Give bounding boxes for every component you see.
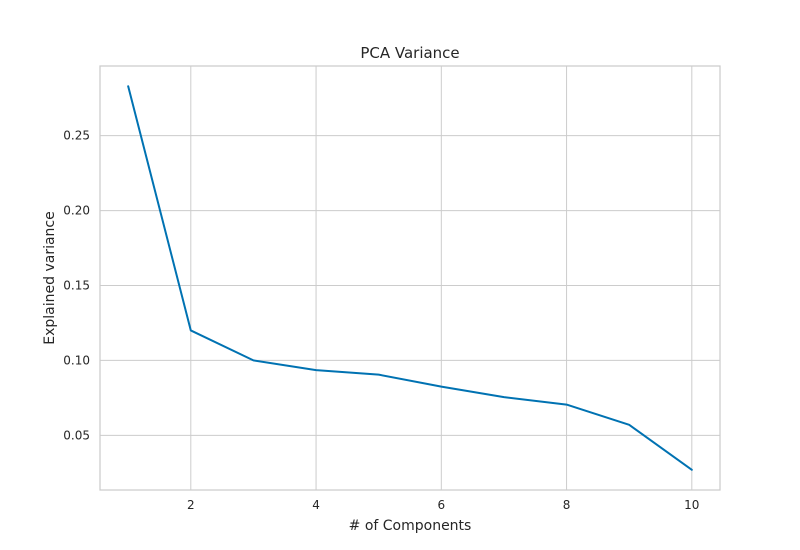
x-tick-label: 6 (437, 498, 445, 512)
chart-title: PCA Variance (360, 44, 459, 62)
x-axis-label: # of Components (349, 518, 472, 534)
x-tick-label: 8 (563, 498, 571, 512)
plot-area (100, 66, 720, 490)
tick-labels: 2 4 6 8 10 0.05 0.10 0.15 0.20 0.25 (63, 129, 699, 512)
y-axis-label: Explained variance (42, 211, 58, 344)
y-tick-label: 0.05 (63, 428, 90, 442)
plot-frame (99, 65, 721, 491)
x-tick-label: 2 (187, 498, 195, 512)
x-tick-label: 4 (312, 498, 320, 512)
series-layer (127, 85, 693, 471)
gridlines (100, 66, 720, 490)
x-tick-label: 10 (684, 498, 699, 512)
y-tick-label: 0.10 (63, 353, 90, 367)
y-tick-label: 0.25 (63, 129, 90, 143)
y-tick-label: 0.15 (63, 278, 90, 292)
series-line (127, 85, 693, 471)
y-tick-label: 0.20 (63, 204, 90, 218)
